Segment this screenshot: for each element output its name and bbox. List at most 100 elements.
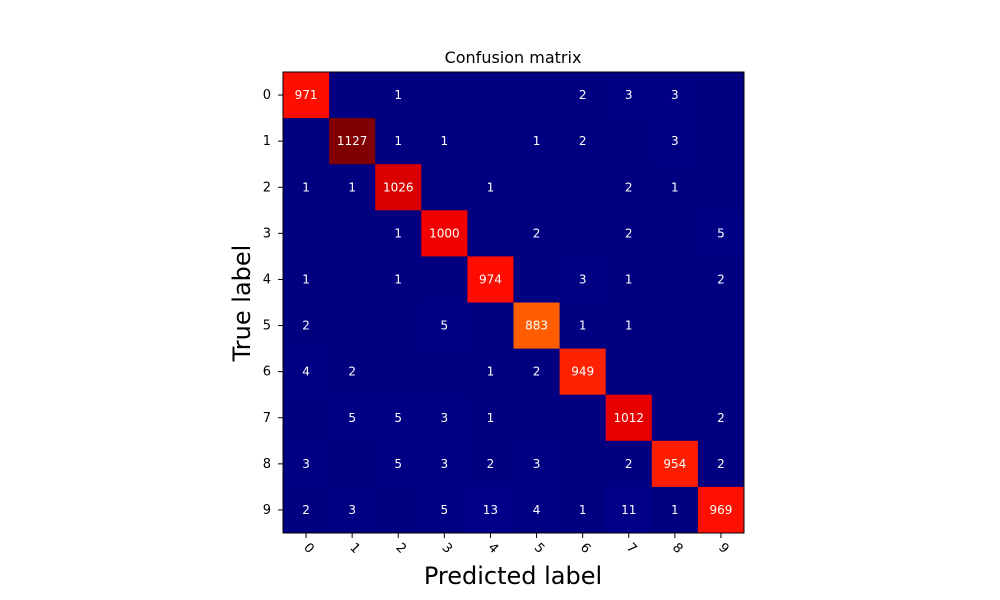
heatmap-cell <box>421 486 468 534</box>
heatmap-cell <box>559 440 607 488</box>
heatmap-cell <box>605 210 653 257</box>
y-tick-label: 9 <box>263 503 271 518</box>
cell-value-label: 13 <box>483 503 498 517</box>
cell-value-label: 2 <box>487 457 495 471</box>
heatmap-cell <box>605 72 653 119</box>
cell-value-label: 1 <box>302 180 310 194</box>
heatmap-cell <box>375 440 422 488</box>
cell-value-label: 3 <box>533 457 541 471</box>
x-axis-label: Predicted label <box>424 562 602 590</box>
heatmap-cell <box>559 72 607 119</box>
heatmap-cell <box>375 486 422 534</box>
heatmap-cell <box>467 486 514 534</box>
heatmap-cell <box>329 72 376 119</box>
heatmap-cell <box>651 486 699 534</box>
cell-value-label: 2 <box>625 180 633 194</box>
heatmap-cell <box>697 394 745 442</box>
heatmap-cell <box>283 348 330 396</box>
cell-value-label: 4 <box>533 503 541 517</box>
heatmap-cell <box>283 118 330 165</box>
heatmap-cell <box>605 118 653 165</box>
heatmap-cell <box>283 302 330 350</box>
cell-value-label: 2 <box>533 365 541 379</box>
cell-value-label: 3 <box>671 134 679 148</box>
cell-value-label: 1 <box>441 134 449 148</box>
heatmap-cell <box>283 210 330 257</box>
y-tick-label: 0 <box>263 88 271 103</box>
heatmap-cell <box>375 118 422 165</box>
cell-value-label: 3 <box>441 411 449 425</box>
x-tick-label: 4 <box>485 540 501 556</box>
heatmap-cell <box>467 440 514 488</box>
cell-value-label: 2 <box>717 411 725 425</box>
y-axis-ticks: 0 1 2 3 4 5 6 7 8 9 <box>263 88 283 518</box>
cell-value-label: 1000 <box>429 226 460 240</box>
cell-value-label: 1 <box>579 503 587 517</box>
heatmap-cell <box>605 348 653 396</box>
cell-value-label: 1 <box>394 272 402 286</box>
heatmap-cell <box>605 394 653 442</box>
cell-value-label: 5 <box>348 411 356 425</box>
heatmap-cell <box>559 164 607 211</box>
heatmap-cell <box>697 72 745 119</box>
heatmap-cell <box>375 164 422 211</box>
cell-value-label: 1 <box>487 365 495 379</box>
heatmap-cell <box>329 210 376 257</box>
chart-title: Confusion matrix <box>445 48 582 67</box>
heatmap-cell <box>467 164 514 211</box>
x-tick-label: 0 <box>300 540 316 556</box>
heatmap-cell <box>559 302 607 350</box>
heatmap-cell <box>651 256 699 303</box>
heatmap-cell <box>421 210 468 257</box>
cell-value-label: 2 <box>625 226 633 240</box>
heatmap-cell <box>559 486 607 534</box>
heatmap-cell <box>283 394 330 442</box>
cell-value-label: 3 <box>441 457 449 471</box>
cell-value-label: 5 <box>441 319 449 333</box>
cell-value-label: 2 <box>717 457 725 471</box>
cell-value-label: 971 <box>295 88 318 102</box>
cell-value-label: 1 <box>625 272 633 286</box>
y-tick-label: 1 <box>263 134 271 149</box>
x-tick-label: 9 <box>715 540 731 556</box>
cell-value-label: 1 <box>671 503 679 517</box>
cell-value-label: 1127 <box>337 134 368 148</box>
cell-value-label: 1 <box>533 134 541 148</box>
heatmap-cell <box>513 394 561 442</box>
heatmap-cell <box>467 394 514 442</box>
plot-frame <box>282 71 745 534</box>
heatmap-cell <box>329 486 376 534</box>
heatmap-cell <box>375 348 422 396</box>
heatmap-cell <box>421 348 468 396</box>
cell-value-label: 1 <box>394 134 402 148</box>
cell-value-label: 2 <box>625 457 633 471</box>
heatmap-cell <box>283 164 330 211</box>
cell-value-label: 2 <box>302 319 310 333</box>
heatmap-cell <box>375 72 422 119</box>
heatmap-cell <box>375 210 422 257</box>
cell-value-label: 3 <box>579 272 587 286</box>
heatmap-cell <box>605 486 653 534</box>
heatmap-cell <box>697 256 745 303</box>
heatmap-cell <box>283 72 330 119</box>
heatmap-cell <box>651 210 699 257</box>
heatmap-cell <box>467 210 514 257</box>
cell-value-label: 1 <box>671 180 679 194</box>
x-tick-label: 7 <box>623 540 639 556</box>
cell-value-label: 5 <box>717 226 725 240</box>
heatmap-cell <box>651 164 699 211</box>
heatmap-cell <box>513 164 561 211</box>
heatmap-cell <box>283 486 330 534</box>
heatmap-cell <box>467 302 514 350</box>
heatmap-cell <box>375 256 422 303</box>
x-tick-label: 3 <box>439 540 455 556</box>
heatmap-cell <box>375 394 422 442</box>
heatmap-cell <box>375 302 422 350</box>
cell-value-label: 2 <box>533 226 541 240</box>
cell-value-label: 3 <box>302 457 310 471</box>
cell-value-label: 1 <box>487 180 495 194</box>
heatmap-cell <box>697 440 745 488</box>
heatmap-cell <box>329 164 376 211</box>
